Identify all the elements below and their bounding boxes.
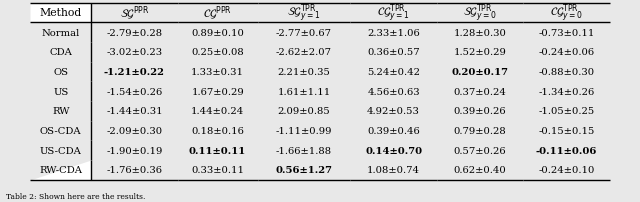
Text: Table 2: Shown here are the results.: Table 2: Shown here are the results. <box>6 192 146 200</box>
